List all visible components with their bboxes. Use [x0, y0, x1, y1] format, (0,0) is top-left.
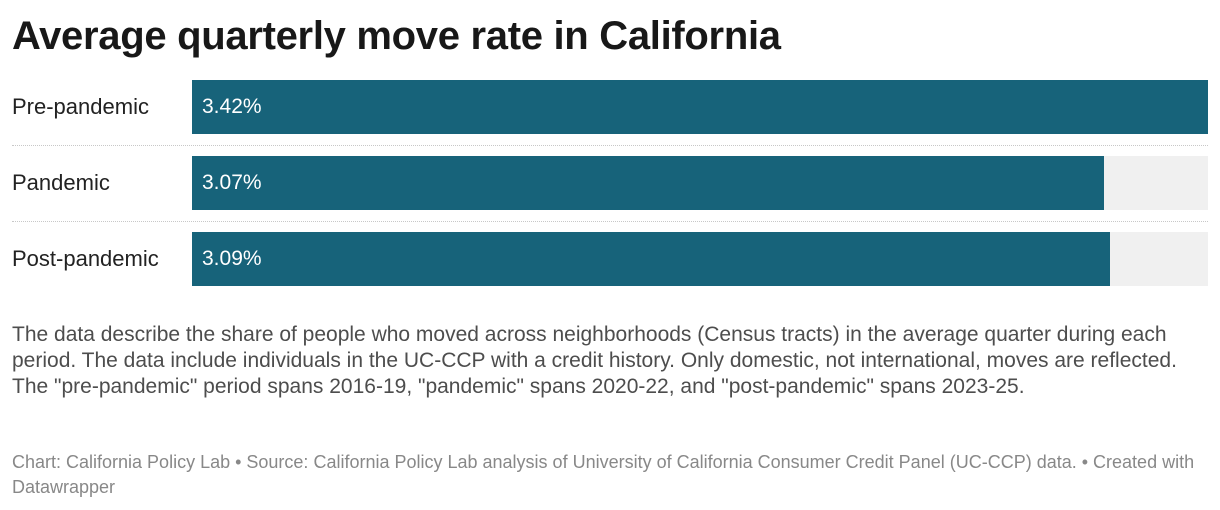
bar-row: Post-pandemic 3.09%: [12, 232, 1208, 286]
bar-track: 3.42%: [192, 80, 1208, 134]
category-label: Post-pandemic: [12, 246, 159, 271]
value-label: 3.07%: [202, 171, 262, 194]
bar-pandemic: 3.07%: [192, 156, 1105, 210]
bar-chart: Pre-pandemic 3.42% Pandemic 3.07% Post-p…: [12, 80, 1208, 286]
chart-title: Average quarterly move rate in Californi…: [12, 14, 781, 58]
chart-description: The data describe the share of people wh…: [12, 323, 1177, 398]
value-label: 3.42%: [202, 95, 262, 118]
value-label: 3.09%: [202, 247, 262, 270]
bar-track: 3.07%: [192, 156, 1208, 210]
chart-footer: Chart: California Policy Lab • Source: C…: [12, 452, 1195, 497]
category-label: Pre-pandemic: [12, 94, 149, 119]
row-divider: [12, 221, 1208, 222]
bar-pre-pandemic: 3.42%: [192, 80, 1208, 134]
category-label: Pandemic: [12, 170, 110, 195]
bar-track: 3.09%: [192, 232, 1208, 286]
bar-row: Pandemic 3.07%: [12, 156, 1208, 210]
bar-row: Pre-pandemic 3.42%: [12, 80, 1208, 134]
row-divider: [12, 145, 1208, 146]
bar-post-pandemic: 3.09%: [192, 232, 1110, 286]
